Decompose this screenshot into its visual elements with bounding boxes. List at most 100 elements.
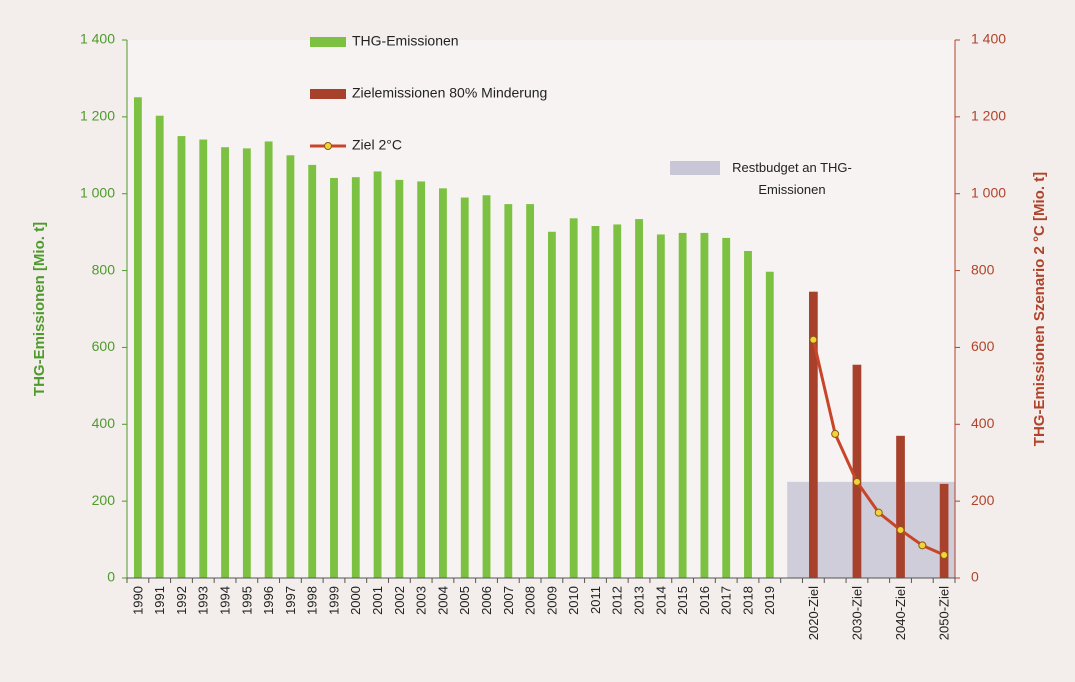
- bar: [155, 115, 164, 578]
- legend-swatch: [310, 37, 346, 47]
- x-tick-label: 2015: [675, 586, 690, 615]
- bar: [852, 364, 862, 578]
- bar: [656, 234, 665, 578]
- marker: [852, 477, 861, 486]
- y2-tick-label: 800: [971, 261, 995, 277]
- bar: [809, 291, 818, 578]
- legend-swatch: [310, 89, 346, 99]
- x-tick-label: 2002: [392, 586, 407, 615]
- bar: [373, 171, 382, 578]
- bar: [460, 197, 469, 579]
- x-tick-label: 2016: [697, 586, 712, 615]
- y2-tick-label: 1 400: [971, 31, 1006, 47]
- x-tick-label: 1991: [152, 586, 167, 615]
- x-tick-label: 2009: [544, 586, 559, 615]
- bar: [613, 224, 622, 578]
- y2-tick-label: 1 200: [971, 108, 1006, 124]
- bar: [308, 164, 317, 578]
- x-tick-label: 2014: [653, 586, 668, 615]
- legend-marker: [324, 142, 332, 150]
- bar: [264, 141, 273, 579]
- marker: [918, 541, 927, 550]
- x-tick-label: 2004: [435, 586, 450, 615]
- bar: [896, 435, 905, 578]
- bar: [482, 195, 491, 578]
- x-tick-label: 2019: [762, 586, 777, 615]
- x-tick-label: 1998: [305, 586, 320, 615]
- bar: [700, 232, 709, 578]
- bar: [133, 97, 142, 578]
- x-tick-label: 2030-Ziel: [849, 586, 864, 640]
- y2-tick-label: 0: [971, 569, 979, 585]
- marker: [896, 525, 905, 534]
- x-tick-label: 2018: [740, 586, 755, 615]
- legend-label: Zielemissionen 80% Minderung: [352, 85, 547, 101]
- legend-swatch: [670, 161, 720, 175]
- bar: [547, 231, 556, 578]
- x-tick-label: 2017: [719, 586, 734, 615]
- y-tick-label: 1 400: [80, 31, 115, 47]
- legend-label: Restbudget an THG-Emissionen: [732, 160, 852, 197]
- x-tick-label: 1995: [239, 586, 254, 615]
- marker: [831, 429, 840, 438]
- x-tick-label: 2010: [566, 586, 581, 615]
- bar: [526, 204, 535, 578]
- bar: [744, 250, 752, 579]
- bar: [635, 219, 643, 578]
- x-tick-label: 1994: [217, 586, 232, 615]
- bar: [939, 483, 949, 578]
- bar: [330, 177, 338, 579]
- bar: [221, 147, 229, 579]
- x-tick-label: 2000: [348, 586, 363, 615]
- y2-tick-label: 200: [971, 492, 995, 508]
- x-tick-label: 2013: [631, 586, 646, 615]
- legend-label: Ziel 2°C: [352, 137, 402, 153]
- x-tick-label: 1996: [261, 586, 276, 615]
- bar: [591, 225, 600, 578]
- bar: [286, 155, 295, 579]
- bar: [351, 177, 360, 578]
- y-axis-title: THG-Emissionen [Mio. t]: [31, 222, 48, 396]
- marker: [874, 508, 883, 517]
- bar: [439, 188, 447, 578]
- x-tick-label: 1990: [130, 586, 145, 615]
- x-tick-label: 2012: [610, 586, 625, 615]
- y2-tick-label: 1 000: [971, 184, 1006, 200]
- marker: [940, 550, 949, 559]
- y-tick-label: 1 200: [80, 108, 115, 124]
- y-tick-label: 200: [92, 492, 116, 508]
- area: [787, 481, 955, 578]
- bar: [765, 271, 774, 578]
- x-tick-label: 2008: [523, 586, 538, 615]
- x-tick-label: 1999: [326, 586, 341, 615]
- bar: [395, 179, 404, 578]
- y-tick-label: 600: [92, 338, 116, 354]
- bar: [177, 136, 186, 579]
- y-tick-label: 0: [107, 569, 115, 585]
- x-tick-label: 1992: [174, 586, 189, 615]
- y2-axis-title: THG-Emissionen Szenario 2 °C [Mio. t]: [1031, 172, 1048, 446]
- x-tick-label: 1997: [283, 586, 298, 615]
- x-tick-label: 1993: [196, 586, 211, 615]
- legend-label: THG-Emissionen: [352, 33, 459, 49]
- y2-tick-label: 400: [971, 415, 995, 431]
- x-tick-label: 2011: [588, 586, 603, 614]
- bar: [678, 232, 687, 578]
- bar: [242, 148, 251, 578]
- marker: [809, 335, 818, 344]
- x-tick-label: 2020-Ziel: [806, 586, 821, 640]
- y2-tick-label: 600: [971, 338, 995, 354]
- x-tick-label: 2005: [457, 586, 472, 615]
- x-tick-label: 2007: [501, 586, 516, 615]
- x-tick-label: 2003: [414, 586, 429, 615]
- x-tick-label: 2001: [370, 586, 385, 615]
- bar: [722, 237, 731, 578]
- bar: [417, 181, 426, 578]
- bar: [504, 204, 513, 578]
- y-tick-label: 800: [92, 261, 116, 277]
- x-tick-label: 2040-Ziel: [893, 586, 908, 640]
- x-tick-label: 2050-Ziel: [937, 586, 952, 640]
- bar: [199, 139, 208, 578]
